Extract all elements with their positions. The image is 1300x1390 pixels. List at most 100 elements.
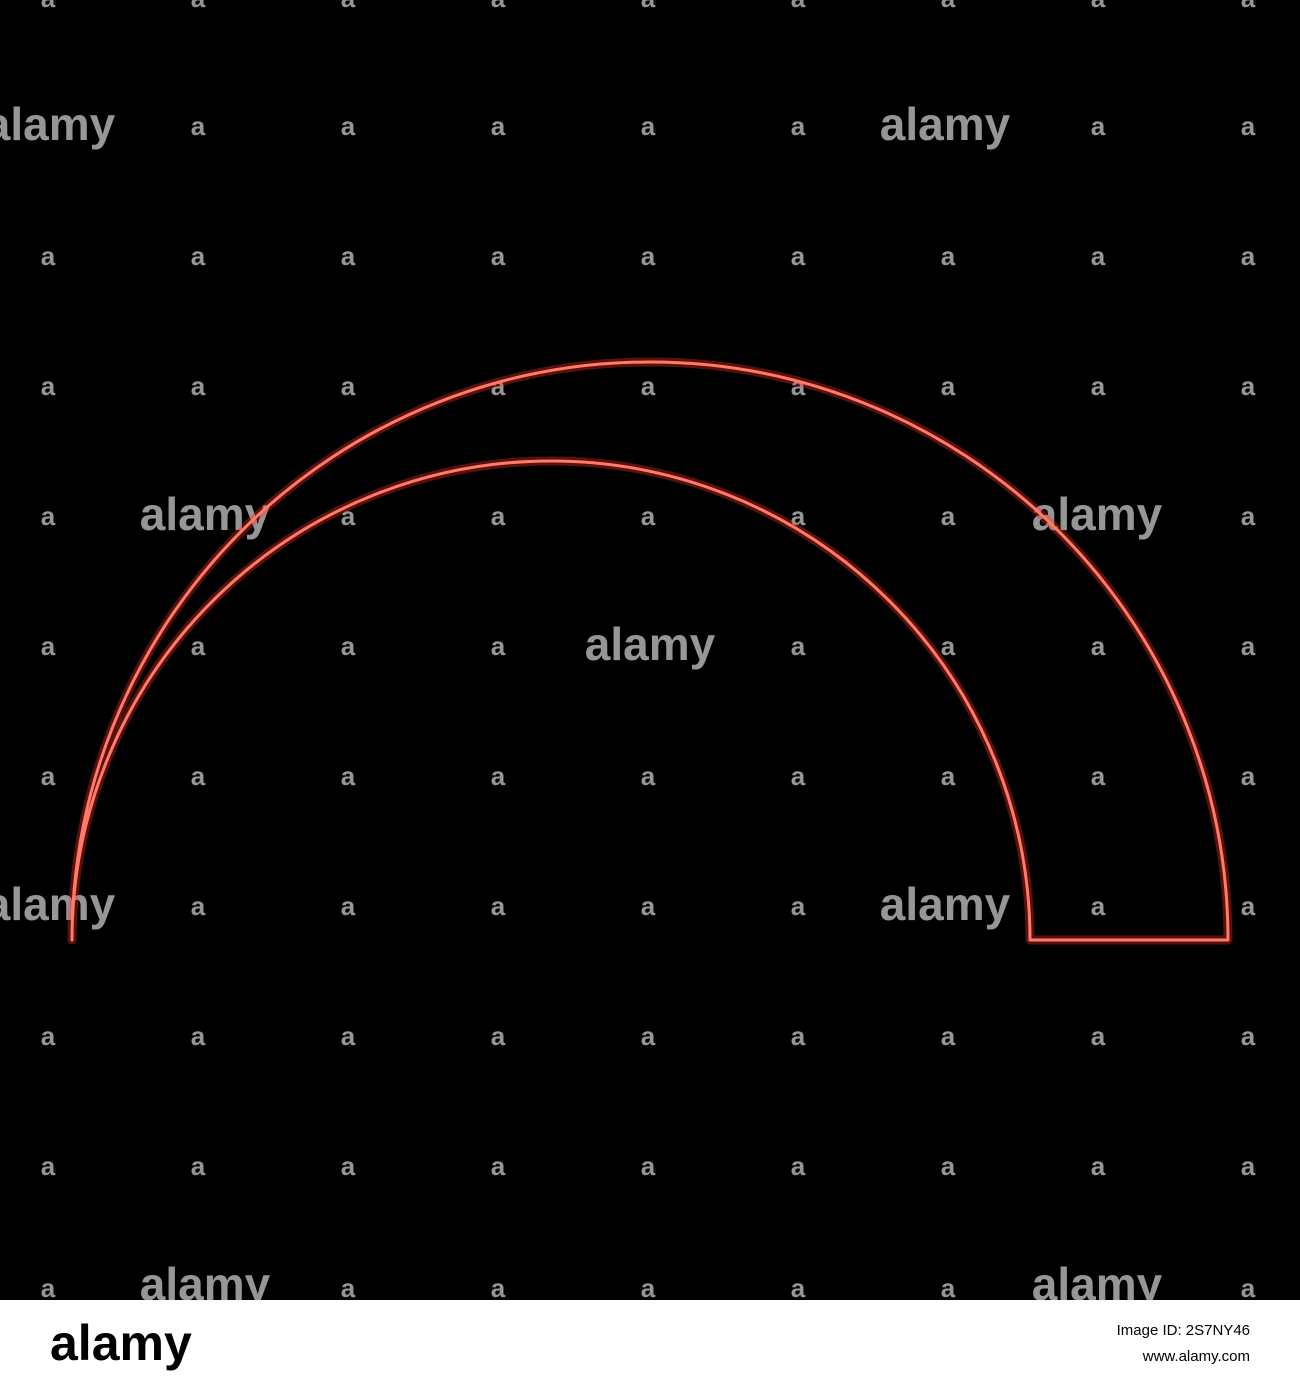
watermark-letter: a: [491, 1021, 506, 1051]
watermark-letter: a: [341, 241, 356, 271]
watermark-letter: a: [941, 761, 956, 791]
watermark-letter: a: [191, 241, 206, 271]
watermark-letter: a: [941, 1273, 956, 1303]
watermark-letter: a: [641, 371, 656, 401]
watermark-letter: a: [791, 1273, 806, 1303]
watermark-letter: a: [641, 1273, 656, 1303]
watermark-letter: a: [1091, 1151, 1106, 1181]
watermark-letter: a: [491, 891, 506, 921]
background: [0, 0, 1300, 1300]
watermark-letter: a: [641, 1151, 656, 1181]
watermark-letter: a: [641, 761, 656, 791]
watermark-letter: a: [341, 371, 356, 401]
watermark-letter: a: [341, 0, 356, 13]
watermark-letter: a: [41, 241, 56, 271]
watermark-letter: a: [191, 1151, 206, 1181]
watermark-letter: a: [791, 241, 806, 271]
watermark-letter: a: [341, 1021, 356, 1051]
watermark-letter: a: [641, 111, 656, 141]
watermark-letter: a: [41, 501, 56, 531]
watermark-letter: a: [341, 1273, 356, 1303]
watermark-letter: a: [941, 371, 956, 401]
watermark-letter: a: [1091, 371, 1106, 401]
watermark-letter: a: [941, 241, 956, 271]
watermark-letter: a: [1091, 891, 1106, 921]
watermark-letter: a: [491, 1273, 506, 1303]
watermark-word: alamy: [0, 98, 116, 150]
watermark-letter: a: [191, 0, 206, 13]
watermark-letter: a: [191, 631, 206, 661]
watermark-letter: a: [941, 1021, 956, 1051]
watermarks: alamyalamyalamyalamyalamyalamyalamyalamy…: [0, 0, 1256, 1310]
watermark-letter: a: [1241, 0, 1256, 13]
watermark-letter: a: [41, 0, 56, 13]
watermark-letter: a: [641, 1021, 656, 1051]
watermark-letter: a: [791, 1021, 806, 1051]
watermark-letter: a: [491, 761, 506, 791]
watermark-word: alamy: [880, 98, 1011, 150]
watermark-letter: a: [191, 891, 206, 921]
watermark-letter: a: [941, 0, 956, 13]
watermark-letter: a: [41, 1021, 56, 1051]
footer-url: www.alamy.com: [1142, 1348, 1250, 1365]
footer-logo: alamy: [50, 1315, 192, 1371]
watermark-word: alamy: [140, 488, 271, 540]
watermark-letter: a: [191, 1021, 206, 1051]
watermark-letter: a: [791, 1151, 806, 1181]
watermark-word: alamy: [1032, 488, 1163, 540]
watermark-letter: a: [491, 371, 506, 401]
watermark-letter: a: [191, 761, 206, 791]
watermark-letter: a: [41, 1151, 56, 1181]
watermark-letter: a: [341, 1151, 356, 1181]
footer-bar: [0, 1300, 1300, 1390]
watermark-letter: a: [1241, 1273, 1256, 1303]
watermark-letter: a: [1241, 111, 1256, 141]
watermark-letter: a: [1241, 1021, 1256, 1051]
watermark-letter: a: [491, 1151, 506, 1181]
watermark-letter: a: [1241, 1151, 1256, 1181]
watermark-letter: a: [41, 761, 56, 791]
neon-icon: [67, 357, 1233, 945]
watermark-letter: a: [1241, 501, 1256, 531]
watermark-letter: a: [491, 501, 506, 531]
watermark-letter: a: [191, 371, 206, 401]
watermark-letter: a: [941, 501, 956, 531]
watermark-letter: a: [41, 631, 56, 661]
watermark-letter: a: [941, 1151, 956, 1181]
watermark-letter: a: [341, 891, 356, 921]
watermark-letter: a: [791, 0, 806, 13]
image-id: Image ID: 2S7NY46: [1117, 1322, 1250, 1339]
watermark-letter: a: [941, 631, 956, 661]
watermark-letter: a: [1241, 891, 1256, 921]
watermark-word: alamy: [0, 878, 116, 930]
watermark-letter: a: [1091, 241, 1106, 271]
watermark-letter: a: [491, 631, 506, 661]
watermark-letter: a: [491, 241, 506, 271]
watermark-letter: a: [791, 501, 806, 531]
watermark-letter: a: [1241, 241, 1256, 271]
watermark-letter: a: [641, 241, 656, 271]
watermark-word: alamy: [880, 878, 1011, 930]
watermark-letter: a: [41, 371, 56, 401]
watermark-letter: a: [1091, 1021, 1106, 1051]
watermark-letter: a: [341, 761, 356, 791]
watermark-letter: a: [791, 111, 806, 141]
watermark-letter: a: [641, 501, 656, 531]
watermark-letter: a: [191, 111, 206, 141]
watermark-letter: a: [491, 0, 506, 13]
watermark-letter: a: [791, 371, 806, 401]
watermark-letter: a: [641, 891, 656, 921]
neon-outline: [70, 360, 1230, 942]
watermark-letter: a: [41, 1273, 56, 1303]
watermark-letter: a: [791, 891, 806, 921]
watermark-letter: a: [1091, 631, 1106, 661]
watermark-letter: a: [641, 0, 656, 13]
watermark-word: alamy: [585, 618, 716, 670]
watermark-letter: a: [491, 111, 506, 141]
watermark-letter: a: [1091, 111, 1106, 141]
watermark-letter: a: [341, 111, 356, 141]
watermark-letter: a: [1091, 761, 1106, 791]
watermark-letter: a: [1241, 631, 1256, 661]
